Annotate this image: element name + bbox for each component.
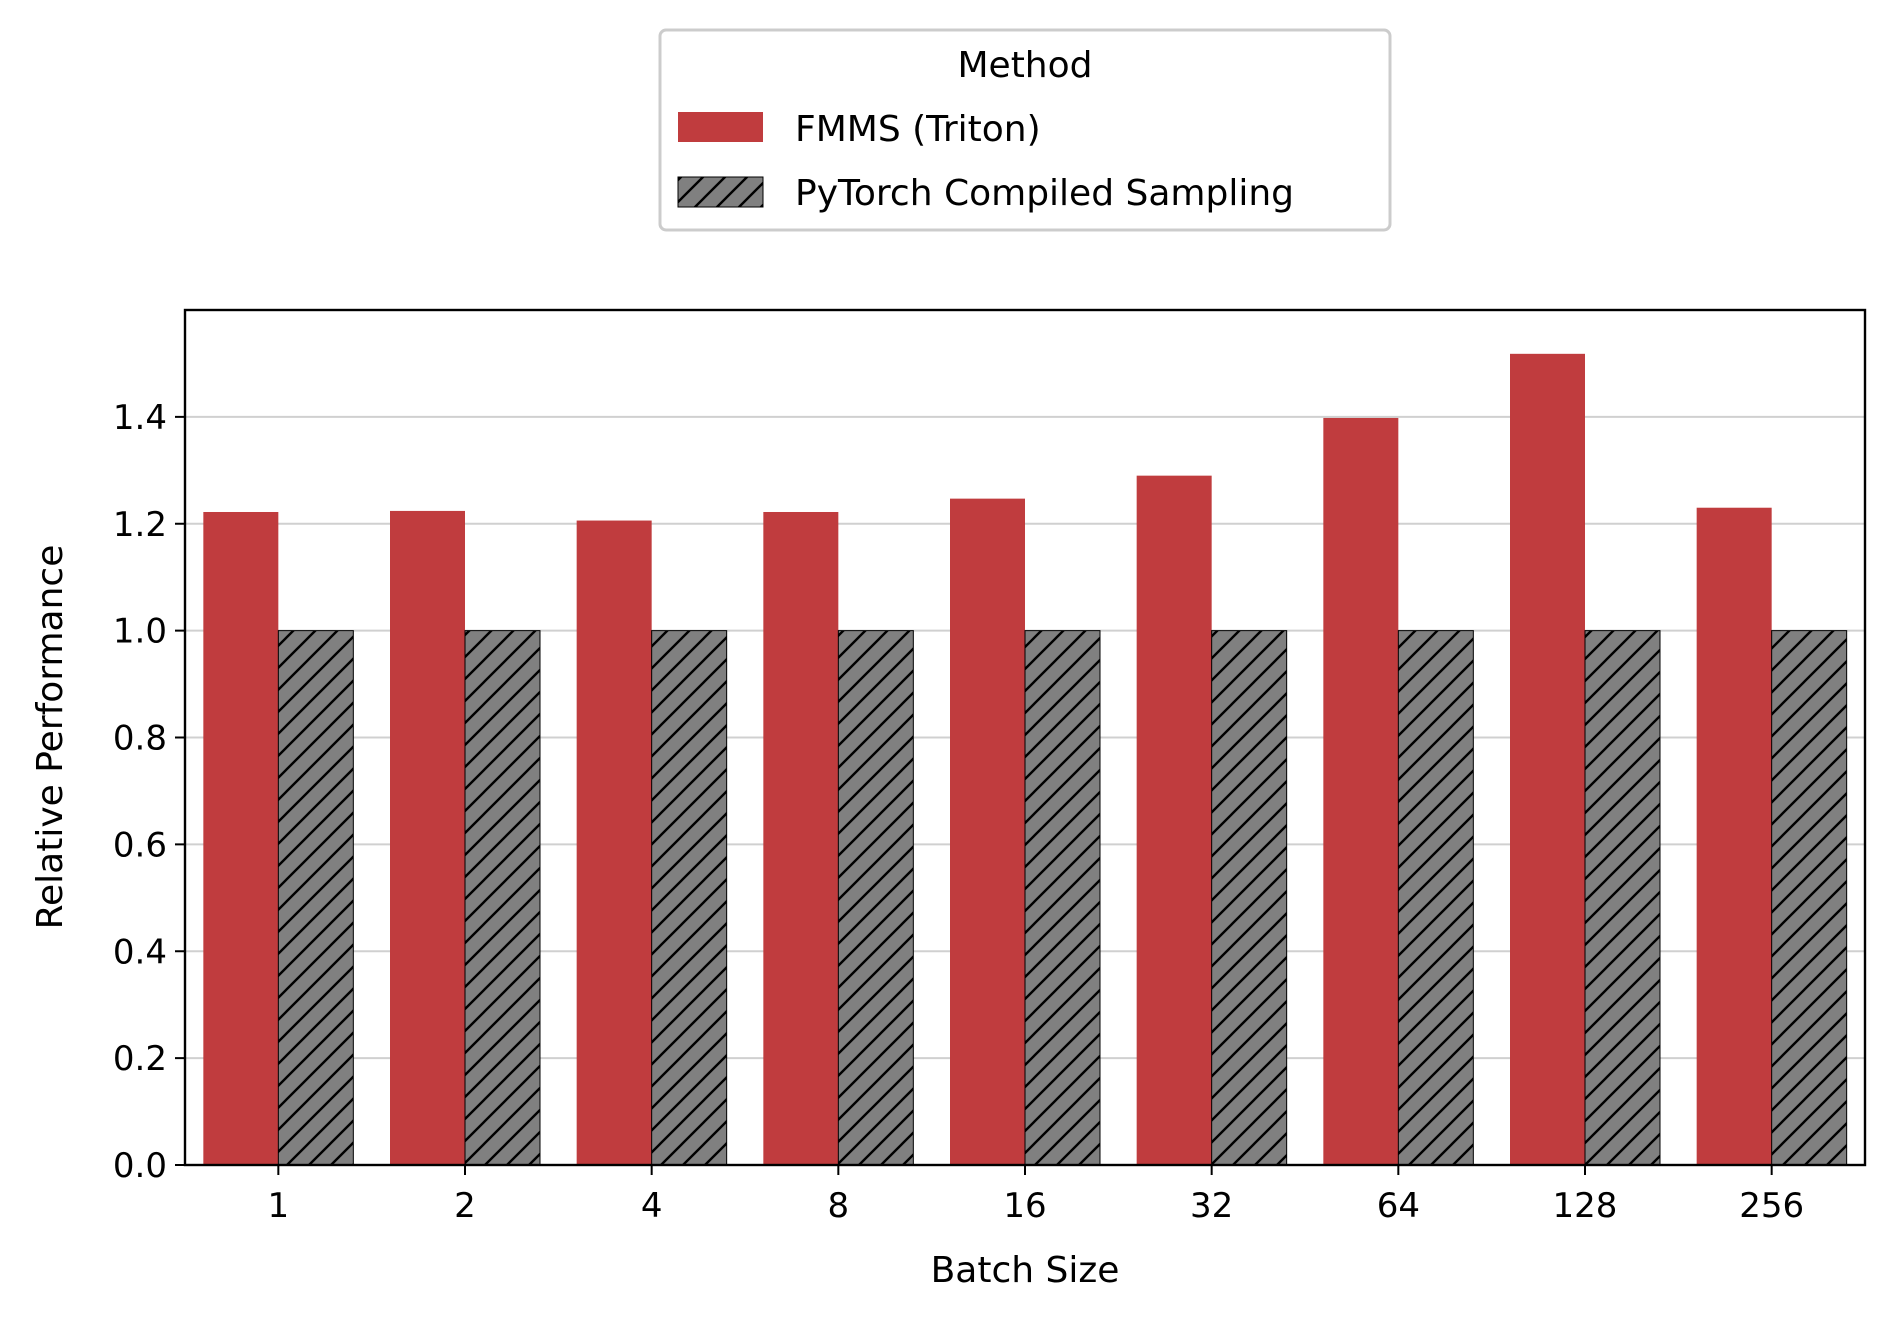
- bars: [203, 353, 1848, 1166]
- legend-label-fmms: FMMS (Triton): [795, 109, 1041, 150]
- y-tick-label: 0.8: [113, 719, 167, 759]
- y-axis: 0.0 0.2 0.4 0.6 0.8 1.0 1.2 1.4: [113, 398, 185, 1186]
- bar-fmms: [1136, 475, 1212, 1165]
- legend-title: Method: [957, 45, 1092, 86]
- y-tick-label: 0.4: [113, 932, 167, 972]
- bar-pytorch: [277, 630, 354, 1166]
- x-tick-label: 8: [828, 1186, 850, 1226]
- bar-pytorch: [464, 630, 541, 1166]
- bar-fmms: [390, 510, 465, 1165]
- bar-pytorch: [837, 630, 914, 1166]
- y-axis-label: Relative Performance: [30, 545, 71, 930]
- x-tick-label: 16: [1003, 1186, 1046, 1226]
- y-tick-label: 1.2: [113, 505, 167, 545]
- x-tick-label: 128: [1553, 1186, 1618, 1226]
- bar-pytorch: [1397, 630, 1474, 1166]
- y-tick-label: 1.4: [113, 398, 167, 438]
- x-tick-label: 1: [268, 1186, 290, 1226]
- y-tick-label: 0.0: [113, 1146, 167, 1186]
- x-tick-label: 64: [1377, 1186, 1420, 1226]
- bar-fmms: [950, 498, 1025, 1165]
- legend: Method FMMS (Triton) PyTorch Compiled Sa…: [658, 28, 1392, 232]
- bar-fmms: [576, 520, 652, 1165]
- legend-swatch-pytorch: [677, 176, 764, 208]
- bar-fmms: [1323, 417, 1399, 1166]
- x-axis-label: Batch Size: [931, 1250, 1120, 1291]
- bar-pytorch: [1584, 630, 1661, 1166]
- bar-fmms: [763, 511, 839, 1165]
- bar-pytorch: [1771, 630, 1848, 1166]
- bar-pytorch: [1024, 630, 1101, 1166]
- x-tick-label: 32: [1190, 1186, 1233, 1226]
- bar-fmms: [1696, 507, 1772, 1165]
- legend-swatch-fmms: [678, 112, 763, 142]
- y-tick-label: 1.0: [113, 612, 167, 652]
- y-tick-label: 0.2: [113, 1039, 167, 1079]
- x-tick-label: 256: [1739, 1186, 1804, 1226]
- legend-label-pytorch: PyTorch Compiled Sampling: [795, 173, 1294, 214]
- bar-pytorch: [651, 630, 728, 1166]
- x-tick-label: 2: [454, 1186, 476, 1226]
- x-axis: 1 2 4 8 16 32 64 128 256: [268, 1165, 1804, 1226]
- y-tick-label: 0.6: [113, 825, 167, 865]
- legend-frame: [658, 28, 1392, 232]
- bar-fmms: [203, 511, 279, 1165]
- x-tick-label: 4: [641, 1186, 663, 1226]
- bar-fmms: [1510, 353, 1585, 1166]
- bar-pytorch: [1211, 630, 1288, 1166]
